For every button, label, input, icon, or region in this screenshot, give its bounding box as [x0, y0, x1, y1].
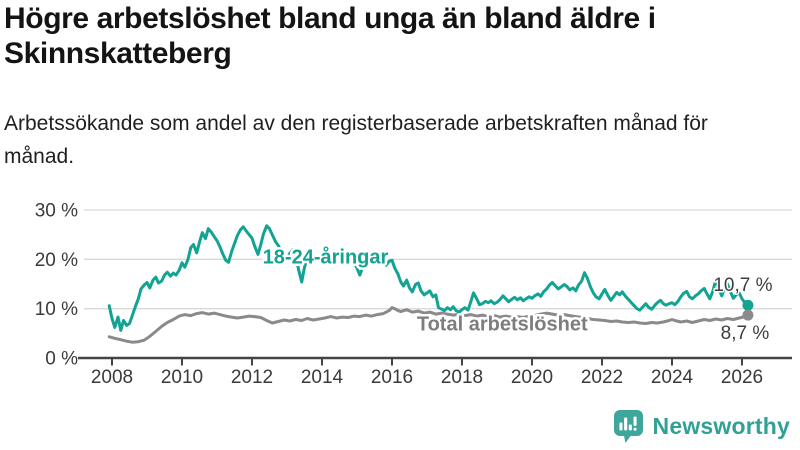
newsworthy-logo[interactable]: Newsworthy	[613, 409, 790, 444]
x-axis-tick-label: 2014	[301, 367, 344, 388]
x-axis-tick-label: 2018	[441, 367, 483, 388]
y-axis-tick-label: 0 %	[45, 349, 78, 370]
x-axis-tick-label: 2024	[651, 367, 694, 388]
series-label-total-arbetslöshet: Total arbetslöshet	[417, 313, 588, 335]
chart-subtitle: Arbetssökande som andel av den registerb…	[4, 112, 708, 168]
series-end-dot	[742, 309, 754, 321]
x-axis-tick-label: 2022	[581, 367, 623, 388]
series-line-18-24-åringar	[107, 224, 750, 332]
y-axis-tick-label: 20 %	[35, 250, 78, 271]
x-axis-tick-label: 2010	[161, 367, 203, 388]
x-axis-tick-label: 2020	[511, 367, 553, 388]
newsworthy-speech-bubble-chart-icon	[613, 410, 643, 443]
series-line-total-arbetslöshet	[107, 306, 750, 344]
series-label-18-24-åringar: 18-24-åringar	[263, 245, 389, 268]
x-axis-tick-label: 2012	[231, 367, 273, 388]
x-axis-tick-label: 2008	[91, 367, 133, 388]
y-axis-tick-label: 30 %	[35, 201, 78, 222]
x-axis-tick-label: 2016	[371, 367, 413, 388]
chart-title: Högre arbetslöshet bland unga än bland ä…	[4, 2, 656, 70]
series-end-value-label: 10,7 %	[713, 275, 772, 296]
newsworthy-wordmark: Newsworthy	[652, 413, 790, 439]
x-axis-tick-label: 2026	[721, 367, 763, 388]
series-end-dot	[742, 299, 754, 311]
series-end-value-label: 8,7 %	[721, 323, 770, 344]
y-axis-tick-label: 10 %	[35, 299, 78, 320]
